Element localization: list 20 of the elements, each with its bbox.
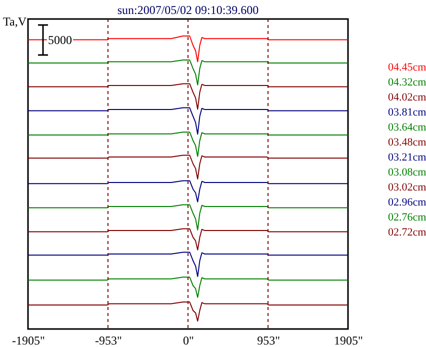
text: 02.96cm xyxy=(388,196,426,208)
text: 02.72cm xyxy=(388,226,426,238)
text: 04.45cm xyxy=(388,62,426,74)
text: 04.02cm xyxy=(388,92,426,104)
text: 03.21cm xyxy=(388,152,426,164)
chart-title: sun:2007/05/02 09:10:39.600 xyxy=(117,3,259,17)
x-tick-label: -1905" xyxy=(12,334,46,347)
text: 04.32cm xyxy=(388,76,426,88)
annotation: 5000 xyxy=(48,33,72,47)
text: 03.08cm xyxy=(388,166,426,178)
x-tick-label: 0" xyxy=(183,334,194,347)
text: 03.48cm xyxy=(388,136,426,148)
x-tick-label: -953" xyxy=(95,334,122,347)
text: 03.02cm xyxy=(388,182,426,194)
x-tick-label: 953" xyxy=(257,334,280,347)
text: 03.64cm xyxy=(388,122,426,134)
y-axis-title: Ta,V xyxy=(3,14,27,28)
text: 02.76cm xyxy=(388,212,426,224)
x-tick-label: 1905" xyxy=(334,334,364,347)
text: 03.81cm xyxy=(388,106,426,118)
